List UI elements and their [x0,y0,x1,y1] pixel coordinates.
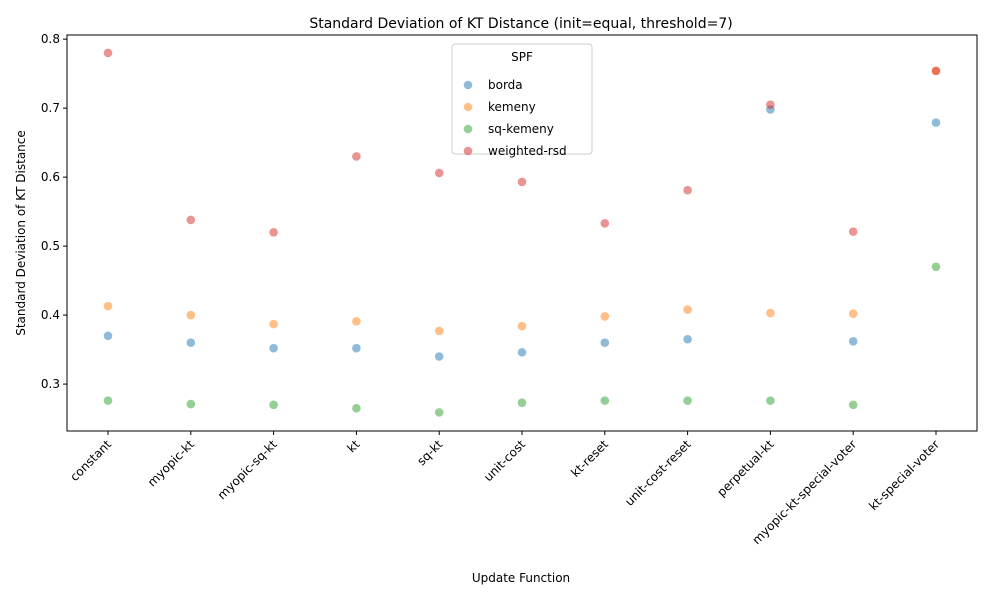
point-borda [600,338,610,347]
legend: SPF borda kemeny sq-kemeny weighted-rsd [451,43,593,158]
point-weighted-rsd [683,185,692,195]
point-borda [683,334,692,344]
point-kemeny [766,308,775,318]
point-weighted-rsd [600,219,610,228]
legend-marker-kemeny [463,102,473,112]
point-weighted-rsd [517,177,527,187]
point-borda [103,331,113,341]
point-borda [517,348,527,357]
point-weighted-rsd [186,215,196,225]
point-kemeny [352,317,361,326]
point-weighted-rsd [766,100,775,109]
point-borda [434,352,444,361]
y-tick-label: 0.7 [41,101,60,115]
point-sq-kemeny [766,396,775,405]
point-sq-kemeny [434,408,444,417]
point-weighted-rsd [352,152,361,161]
point-sq-kemeny [352,403,361,413]
point-sq-kemeny [517,398,527,408]
point-weighted-rsd [931,66,941,76]
point-borda [186,338,196,347]
point-kemeny [848,309,858,319]
point-sq-kemeny [600,396,610,405]
data-points [103,48,941,417]
legend-marker-borda [463,80,473,90]
point-sq-kemeny [269,400,278,410]
point-borda [269,343,278,353]
point-kemeny [269,319,278,329]
point-sq-kemeny [186,399,196,409]
y-axis-label: Standard Deviation of KT Distance [14,130,28,336]
y-tick-label: 0.3 [41,377,60,391]
point-borda [848,337,858,346]
point-borda [931,118,941,127]
y-tick-label: 0.4 [41,308,60,322]
point-sq-kemeny [931,262,941,272]
legend-label-sq-kemeny: sq-kemeny [488,122,554,136]
y-tick-label: 0.6 [41,170,60,184]
point-kemeny [434,326,444,336]
point-kemeny [517,321,527,331]
point-weighted-rsd [434,168,444,178]
chart-title: Standard Deviation of KT Distance (init=… [309,16,732,32]
point-kemeny [103,301,113,311]
point-sq-kemeny [103,396,113,405]
point-weighted-rsd [848,227,858,236]
x-axis-label: Update Function [472,571,570,585]
legend-title: SPF [511,50,533,64]
legend-label-kemeny: kemeny [488,100,536,114]
y-tick-label: 0.5 [41,239,60,253]
point-kemeny [186,310,196,320]
legend-marker-sq-kemeny [463,124,473,134]
point-sq-kemeny [848,400,858,410]
point-sq-kemeny [683,396,692,405]
point-borda [352,343,361,353]
legend-box [451,43,593,155]
legend-label-weighted-rsd: weighted-rsd [488,144,567,158]
y-tick-label: 0.8 [41,32,60,46]
legend-marker-weighted-rsd [463,146,473,156]
point-weighted-rsd [103,48,113,58]
y-axis: 0.3 0.4 0.5 0.6 0.7 0.8 [41,32,67,391]
point-weighted-rsd [269,228,278,237]
point-kemeny [600,312,610,321]
legend-label-borda: borda [488,78,523,92]
point-kemeny [683,305,692,314]
